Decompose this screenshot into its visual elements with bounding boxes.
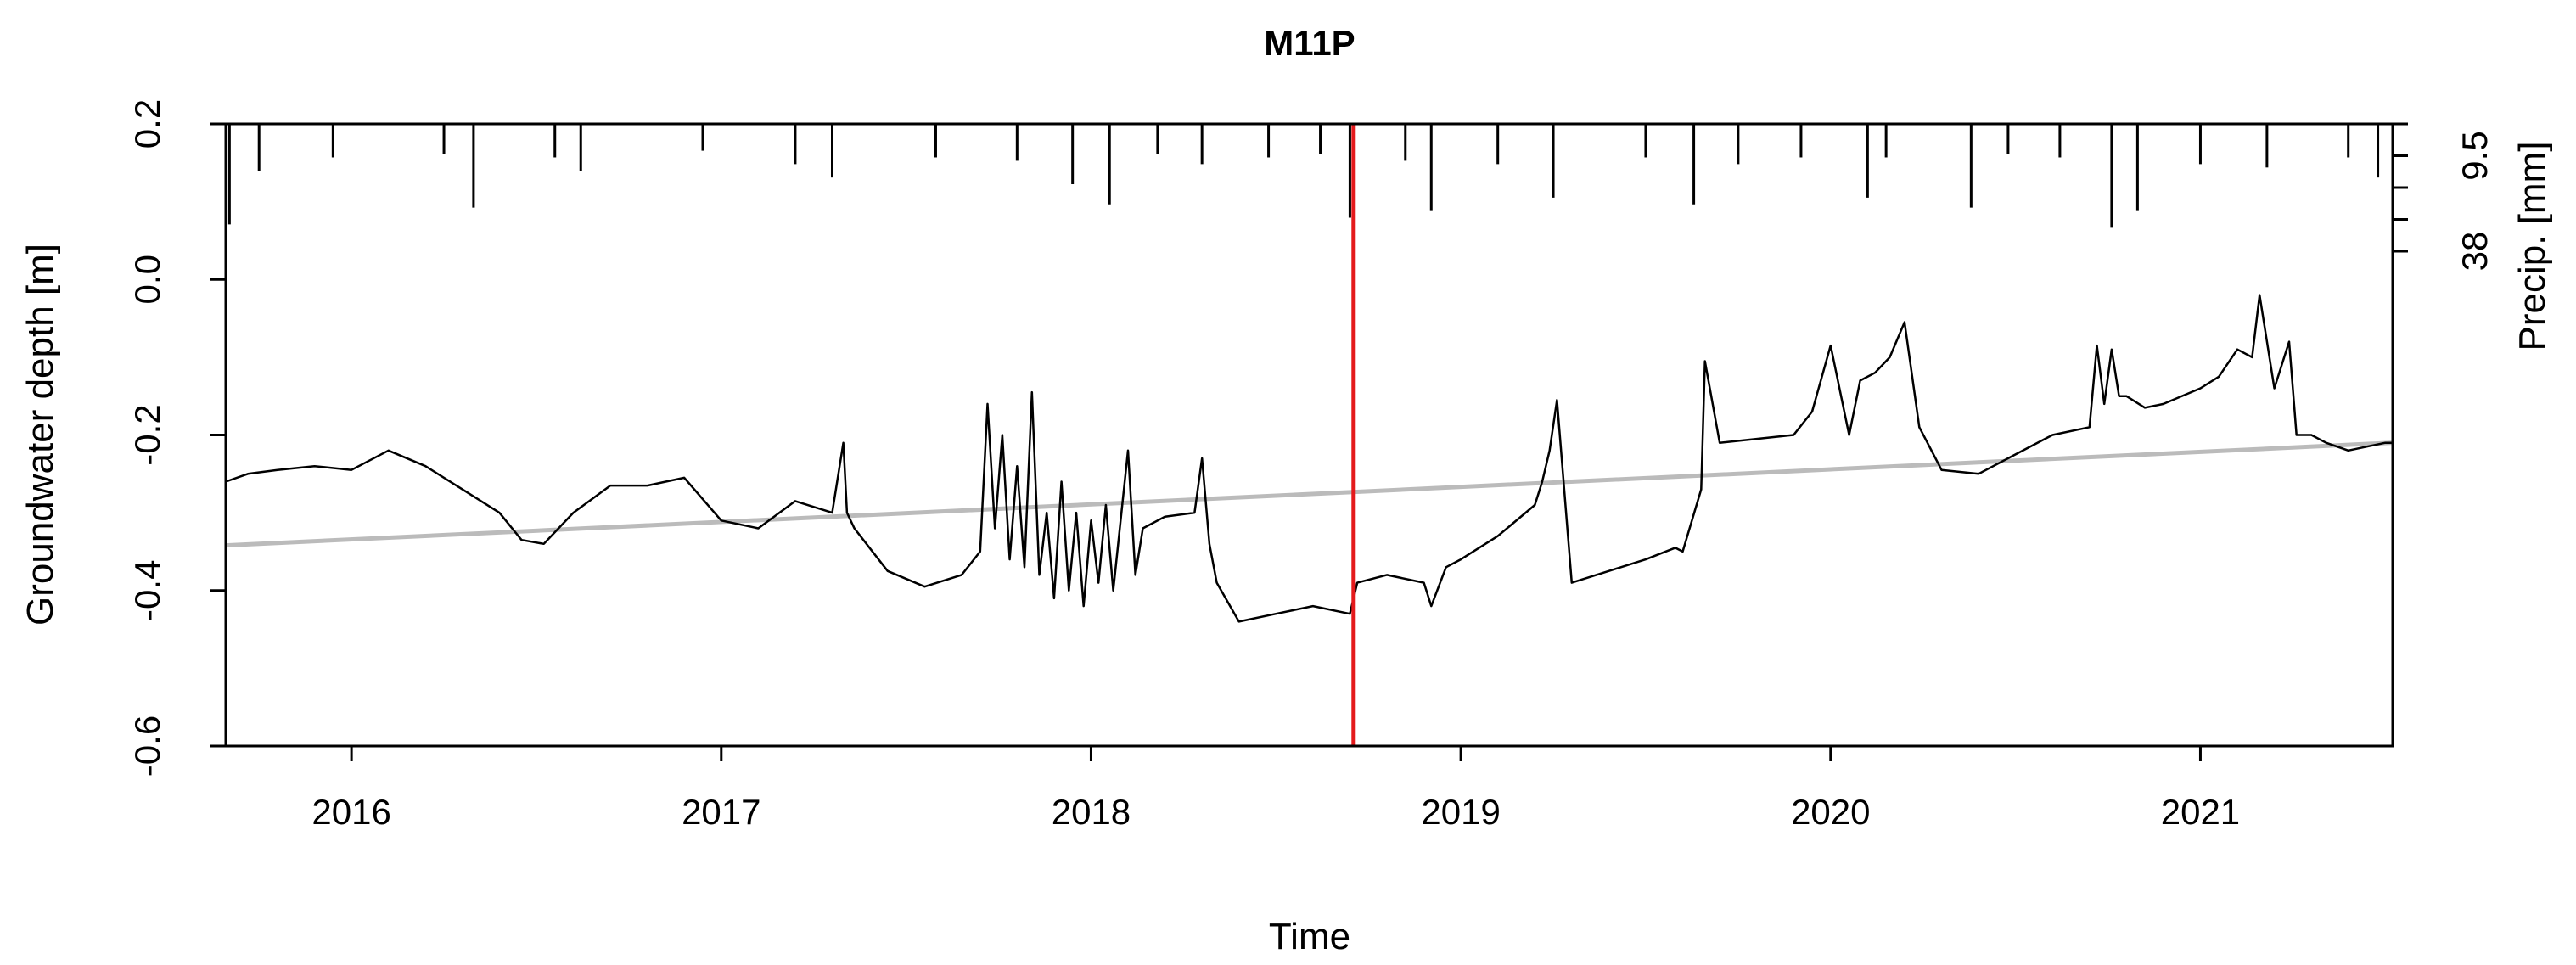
y-axis-label: Groundwater depth [m] — [20, 244, 61, 626]
chart-title: M11P — [1264, 23, 1355, 63]
y-tick-label: -0.2 — [127, 404, 167, 465]
precip-axis-label: Precip. [mm] — [2511, 142, 2553, 351]
plot-frame — [224, 122, 2394, 748]
trend-layer — [225, 440, 2394, 548]
x-tick-label: 2018 — [1052, 792, 1131, 832]
precip-tick-label: 38 — [2455, 232, 2495, 272]
precip-axis: 9.5 38 — [2391, 122, 2495, 272]
x-tick-label: 2020 — [1791, 792, 1870, 832]
series-layer — [225, 294, 2393, 623]
x-axis: 2016 2017 2018 2019 2020 2021 — [311, 746, 2240, 832]
y-axis: -0.6 -0.4 -0.2 0.0 0.2 — [127, 99, 226, 777]
y-tick-label: -0.6 — [127, 715, 167, 777]
y-tick-label: -0.4 — [127, 560, 167, 621]
x-tick-label: 2016 — [311, 792, 390, 832]
y-tick-label: 0.2 — [127, 99, 167, 149]
x-tick-label: 2017 — [682, 792, 760, 832]
x-tick-label: 2019 — [1421, 792, 1500, 832]
y-tick-label: 0.0 — [127, 255, 167, 304]
precip-tick-label: 9.5 — [2455, 131, 2495, 180]
trend-line — [225, 440, 2394, 548]
x-axis-label: Time — [1269, 916, 1350, 957]
x-tick-label: 2021 — [2161, 792, 2240, 832]
groundwater-series-line — [225, 294, 2393, 623]
precipitation-bars — [227, 124, 2380, 228]
